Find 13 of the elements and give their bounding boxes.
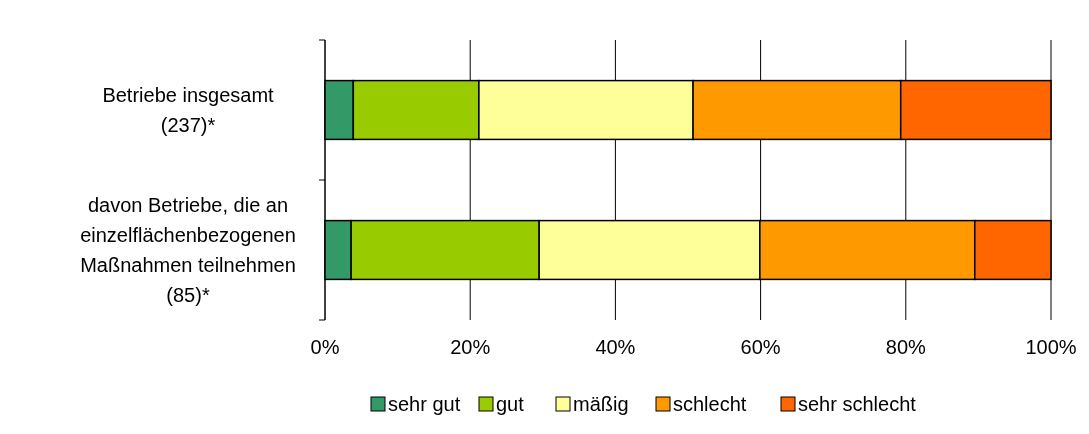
x-tick-label: 20% [450,336,491,358]
legend-label: mäßig [573,393,629,415]
y-tick-label: davon Betriebe, die an einzelflächenbezogenen Maßnahmen teilnehmen (85)* [80,194,296,306]
legend-label: schlecht [673,393,747,415]
x-tick-label: 100% [1025,336,1077,358]
x-tick-label: 0% [310,336,340,358]
legend-label: sehr gut [388,393,461,415]
y-tick-label: Betriebe insgesamt (237)* [102,84,275,136]
legend-label: gut [496,393,525,415]
x-tick-label: 80% [885,336,927,358]
x-tick-label: 60% [740,336,781,358]
legend-label: sehr schlecht [798,393,917,415]
x-tick-label: 40% [595,336,636,358]
